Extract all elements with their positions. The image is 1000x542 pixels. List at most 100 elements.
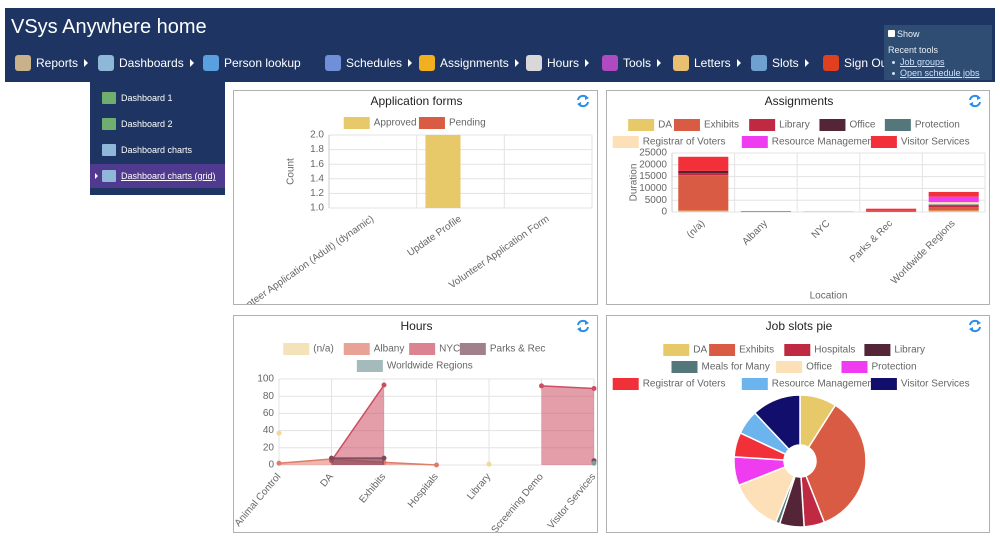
menu-item[interactable]: Slots <box>751 52 809 74</box>
legend-swatch <box>841 361 868 373</box>
x-tick-label: Volunteer Application Form <box>447 214 551 292</box>
legend-label: Worldwide Regions <box>387 361 473 372</box>
legend-swatch <box>356 360 383 372</box>
menu-arrow <box>736 59 741 67</box>
legend-label: Protection <box>872 362 917 373</box>
y-tick-label: 80 <box>263 391 275 402</box>
menu-arrow <box>84 59 89 67</box>
x-tick-label: DA <box>318 471 336 489</box>
menu-item[interactable]: Letters <box>673 52 741 74</box>
y-tick-label: 20 <box>263 442 275 453</box>
chart-title: Hours <box>400 319 432 333</box>
dropdown-icon <box>102 170 116 182</box>
bar-segment <box>866 211 917 212</box>
legend-label: DA <box>658 120 672 131</box>
point <box>539 383 544 389</box>
show-label[interactable]: Show <box>897 29 920 39</box>
menu-item[interactable]: Assignments <box>419 52 519 74</box>
pie-slice <box>804 404 867 524</box>
menu-item[interactable]: Reports <box>15 52 89 74</box>
x-tick-label: Update Profile <box>406 213 465 259</box>
menu-item[interactable]: Tools <box>602 52 662 74</box>
legend-label: Visitor Services <box>901 137 970 148</box>
refresh-button[interactable] <box>969 319 981 333</box>
dropdown-item[interactable]: Dashboard charts <box>90 138 225 162</box>
legend-label: Registrar of Voters <box>643 379 726 390</box>
legend-label: Library <box>779 120 810 131</box>
x-tick-label: Parks & Rec <box>848 218 895 265</box>
bar-segment <box>678 175 729 211</box>
line <box>330 384 595 462</box>
recent-tools: Show Recent tools Job groups Open schedu… <box>884 25 992 80</box>
menu-icon <box>823 55 839 71</box>
menu-item[interactable]: Dashboards <box>98 52 194 74</box>
chart: Application forms 1.0 1.2 1.4 1.6 1.8 2.0 Count… <box>234 94 593 304</box>
area <box>331 458 594 465</box>
legend-swatch <box>343 117 370 129</box>
x-tick-label: Visitor Services <box>546 472 597 532</box>
dropdown-item[interactable]: Dashboard charts (grid) <box>90 164 225 188</box>
header: VSys Anywhere home Reports Dashboards Pers… <box>5 8 995 82</box>
x-tick-label: Worldwide Regions <box>889 218 958 287</box>
menu-icon <box>751 55 767 71</box>
menu-icon <box>602 55 618 71</box>
chart-title: Application forms <box>370 94 462 108</box>
y-axis-label: Count <box>286 158 297 185</box>
recent-link[interactable]: Open schedule jobs <box>892 68 980 78</box>
y-tick-label: 0 <box>661 207 667 218</box>
menu-label: Hours <box>547 56 580 70</box>
legend-swatch <box>409 343 436 355</box>
menu-icon <box>419 55 435 71</box>
menu-label: Person lookup <box>224 56 301 70</box>
y-axis-label: Duration <box>629 164 640 202</box>
legend-label: Registrar of Voters <box>643 137 726 148</box>
menu-label: Assignments <box>440 56 509 70</box>
menu-icon <box>98 55 114 71</box>
bar-segment <box>928 204 979 206</box>
menu-item[interactable]: Person lookup <box>203 52 301 74</box>
y-tick-label: 2.0 <box>310 130 324 141</box>
menu-item[interactable]: Schedules <box>325 52 413 74</box>
dropdown-item[interactable]: Dashboard 1 <box>90 86 225 110</box>
show-checkbox[interactable] <box>888 30 895 37</box>
point <box>276 460 282 466</box>
chart-panel: Hours 0 20 40 60 80 100 Animal Control DA Exhibit… <box>233 315 598 533</box>
point <box>276 430 282 436</box>
recent-tools-title: Recent tools <box>888 45 939 55</box>
y-tick-label: 40 <box>263 425 275 436</box>
legend-swatch <box>283 343 310 355</box>
bar-segment <box>928 196 979 203</box>
pie-slice <box>753 394 801 451</box>
legend-label: Exhibits <box>739 345 774 356</box>
refresh-button[interactable] <box>969 94 981 108</box>
recent-link[interactable]: Job groups <box>892 57 945 67</box>
dropdown-item[interactable]: Dashboard 2 <box>90 112 225 136</box>
legend-swatch <box>749 119 776 131</box>
legend-label: Albany <box>374 344 405 355</box>
legend-label: Pending <box>449 118 486 129</box>
menu-arrow <box>585 59 590 67</box>
y-tick-label: 1.2 <box>310 188 324 199</box>
area <box>331 385 594 465</box>
refresh-button[interactable] <box>577 94 589 108</box>
menu-item[interactable]: Hours <box>526 52 590 74</box>
legend-swatch <box>612 136 639 148</box>
x-tick-label: Hospitals <box>406 472 441 511</box>
chart-panel: Job slots pie DA Exhibits Hospitals Library M… <box>606 315 990 533</box>
legend-label: Visitor Services <box>901 379 970 390</box>
selected-arrow <box>95 173 98 179</box>
menu-item[interactable]: Sign Out <box>823 52 891 74</box>
legend-swatch <box>628 119 655 131</box>
legend-label: Resource Management <box>772 379 876 390</box>
dropdown-label: Dashboard charts (grid) <box>121 171 216 181</box>
legend-swatch <box>870 378 897 390</box>
refresh-button[interactable] <box>577 319 589 333</box>
legend-swatch <box>741 378 768 390</box>
y-tick-label: 5000 <box>645 195 668 206</box>
legend-swatch <box>819 119 846 131</box>
legend-label: Hospitals <box>814 345 855 356</box>
dropdown-icon <box>102 144 116 156</box>
chart: Job slots pie DA Exhibits Hospitals Library M… <box>612 319 981 528</box>
y-tick-label: 15000 <box>639 171 667 182</box>
point <box>381 382 387 388</box>
